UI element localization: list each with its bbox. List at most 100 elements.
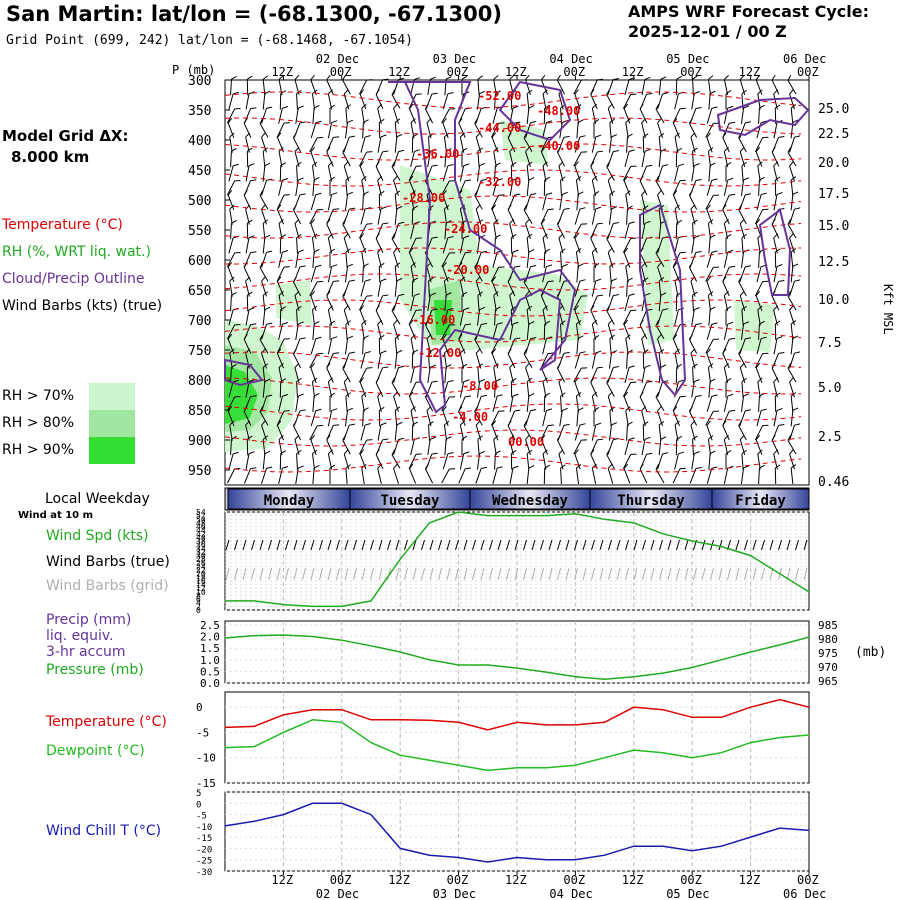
wind-barb — [526, 233, 533, 254]
wind-barb-flag — [711, 178, 718, 181]
wind-barb-flag — [641, 262, 647, 267]
wind-barb-flag — [430, 76, 436, 80]
wind-barb-staff — [259, 339, 269, 354]
wind-barb-flag — [366, 295, 373, 297]
wind-speed-tick: 6 — [196, 595, 201, 604]
wind-barb — [278, 177, 289, 196]
wind-barb-staff — [740, 468, 745, 484]
wind-barb-staff — [358, 223, 368, 239]
wind-barb — [526, 321, 535, 341]
wind-barb-staff — [657, 165, 663, 182]
wind-barb-staff — [787, 368, 797, 383]
wind-barb-staff — [540, 281, 549, 297]
wind-barb-flag — [657, 406, 662, 412]
wind-barb — [226, 107, 241, 124]
wind-barb-flag — [278, 363, 284, 368]
wind-chill-line-point — [750, 836, 752, 838]
wind-barb — [708, 234, 716, 254]
wind-barb-flag — [329, 392, 336, 397]
wind-barb-flag — [315, 408, 322, 412]
wind-barb — [474, 118, 483, 138]
wind-barb-staff — [375, 310, 384, 326]
wind-barb-flag — [234, 323, 241, 326]
wind-barb-flag — [495, 234, 501, 239]
wind-barb-staff — [658, 424, 662, 441]
wind-barb — [754, 424, 769, 441]
wind-barb-flag — [380, 422, 387, 426]
wind-barb-flag — [507, 132, 512, 138]
wind-barb-staff — [655, 396, 665, 412]
wind-barb-staff — [476, 93, 481, 110]
wind-barb-flag — [771, 434, 776, 441]
wind-barb — [276, 204, 285, 225]
wind-barb-flag — [282, 177, 289, 181]
wind-barb-staff — [655, 252, 665, 268]
wind-barb-flag — [458, 262, 463, 268]
wind-barb — [543, 176, 551, 197]
cloud-outline — [388, 81, 577, 414]
wind-barb-flag — [507, 276, 512, 282]
wind-barb — [475, 178, 487, 196]
wind-barb-staff — [278, 223, 283, 240]
wind-barb-flag — [530, 408, 537, 412]
wind-barb-flag — [563, 351, 570, 354]
wind-barb-staff — [227, 410, 235, 427]
wind-barb-flag — [574, 233, 579, 239]
wind-barb — [278, 393, 289, 412]
wind-barb-flag — [574, 161, 579, 167]
surface-grid-barb — [761, 567, 765, 581]
wind-barb-flag — [430, 292, 436, 296]
wind-barb — [261, 394, 273, 412]
wind-barb-flag — [380, 278, 387, 282]
wind-barb — [622, 237, 637, 253]
wind-barb-staff — [790, 467, 794, 485]
wind-barb — [540, 424, 554, 441]
wind-barb-staff — [427, 295, 431, 312]
wind-barb-flag — [294, 362, 300, 368]
wind-barb — [738, 420, 747, 441]
pressure-line-point — [224, 637, 226, 639]
wind-barb-flag — [477, 147, 483, 152]
top-time-tick: 00Z — [797, 65, 819, 79]
dewpoint-line-point — [604, 757, 606, 759]
surface-wind-barb — [285, 539, 289, 551]
wind-barb — [675, 147, 683, 168]
wind-barb-staff — [741, 381, 744, 398]
wind-barb-staff — [243, 266, 252, 282]
wind-barb-flag — [514, 337, 521, 340]
wind-barb — [361, 319, 367, 340]
wind-barb-flag — [312, 233, 318, 239]
wind-barb-staff — [391, 382, 401, 397]
wind-barb-staff — [296, 165, 298, 182]
wind-barb-flag — [459, 420, 465, 426]
wind-barb-flag — [723, 435, 729, 440]
wind-barb — [573, 439, 588, 455]
wind-barb — [655, 463, 665, 484]
wind-barb-flag — [266, 106, 273, 109]
wind-barb-flag — [706, 420, 711, 426]
surface-grid-barb — [582, 567, 587, 581]
wind-barb-staff — [722, 425, 730, 441]
wind-barb — [246, 435, 253, 456]
surface-wind-barb — [455, 539, 459, 551]
wind-barb-flag — [607, 463, 613, 469]
wind-barb-flag — [623, 319, 629, 325]
wind-barb-flag — [391, 377, 396, 383]
wind-barb-flag — [711, 394, 718, 397]
bottom-date-label: 03 Dec — [433, 887, 476, 900]
wind-barb — [359, 377, 367, 398]
wind-barb-flag — [292, 276, 297, 282]
wind-barb — [507, 420, 516, 441]
temperature-contour-label: -36.00 — [416, 147, 459, 161]
wind-barb — [276, 276, 285, 297]
wind-barb-flag — [741, 377, 747, 383]
wind-barb-flag — [694, 163, 700, 167]
wind-barb — [738, 276, 747, 297]
wind-barb-flag — [546, 192, 553, 196]
wind-barb — [757, 377, 763, 398]
wind-barb-staff — [410, 367, 415, 384]
wind-barb-flag — [496, 466, 503, 469]
wind-barb — [574, 135, 586, 153]
wind-barb — [708, 450, 716, 470]
wind-barb-flag — [229, 204, 235, 210]
